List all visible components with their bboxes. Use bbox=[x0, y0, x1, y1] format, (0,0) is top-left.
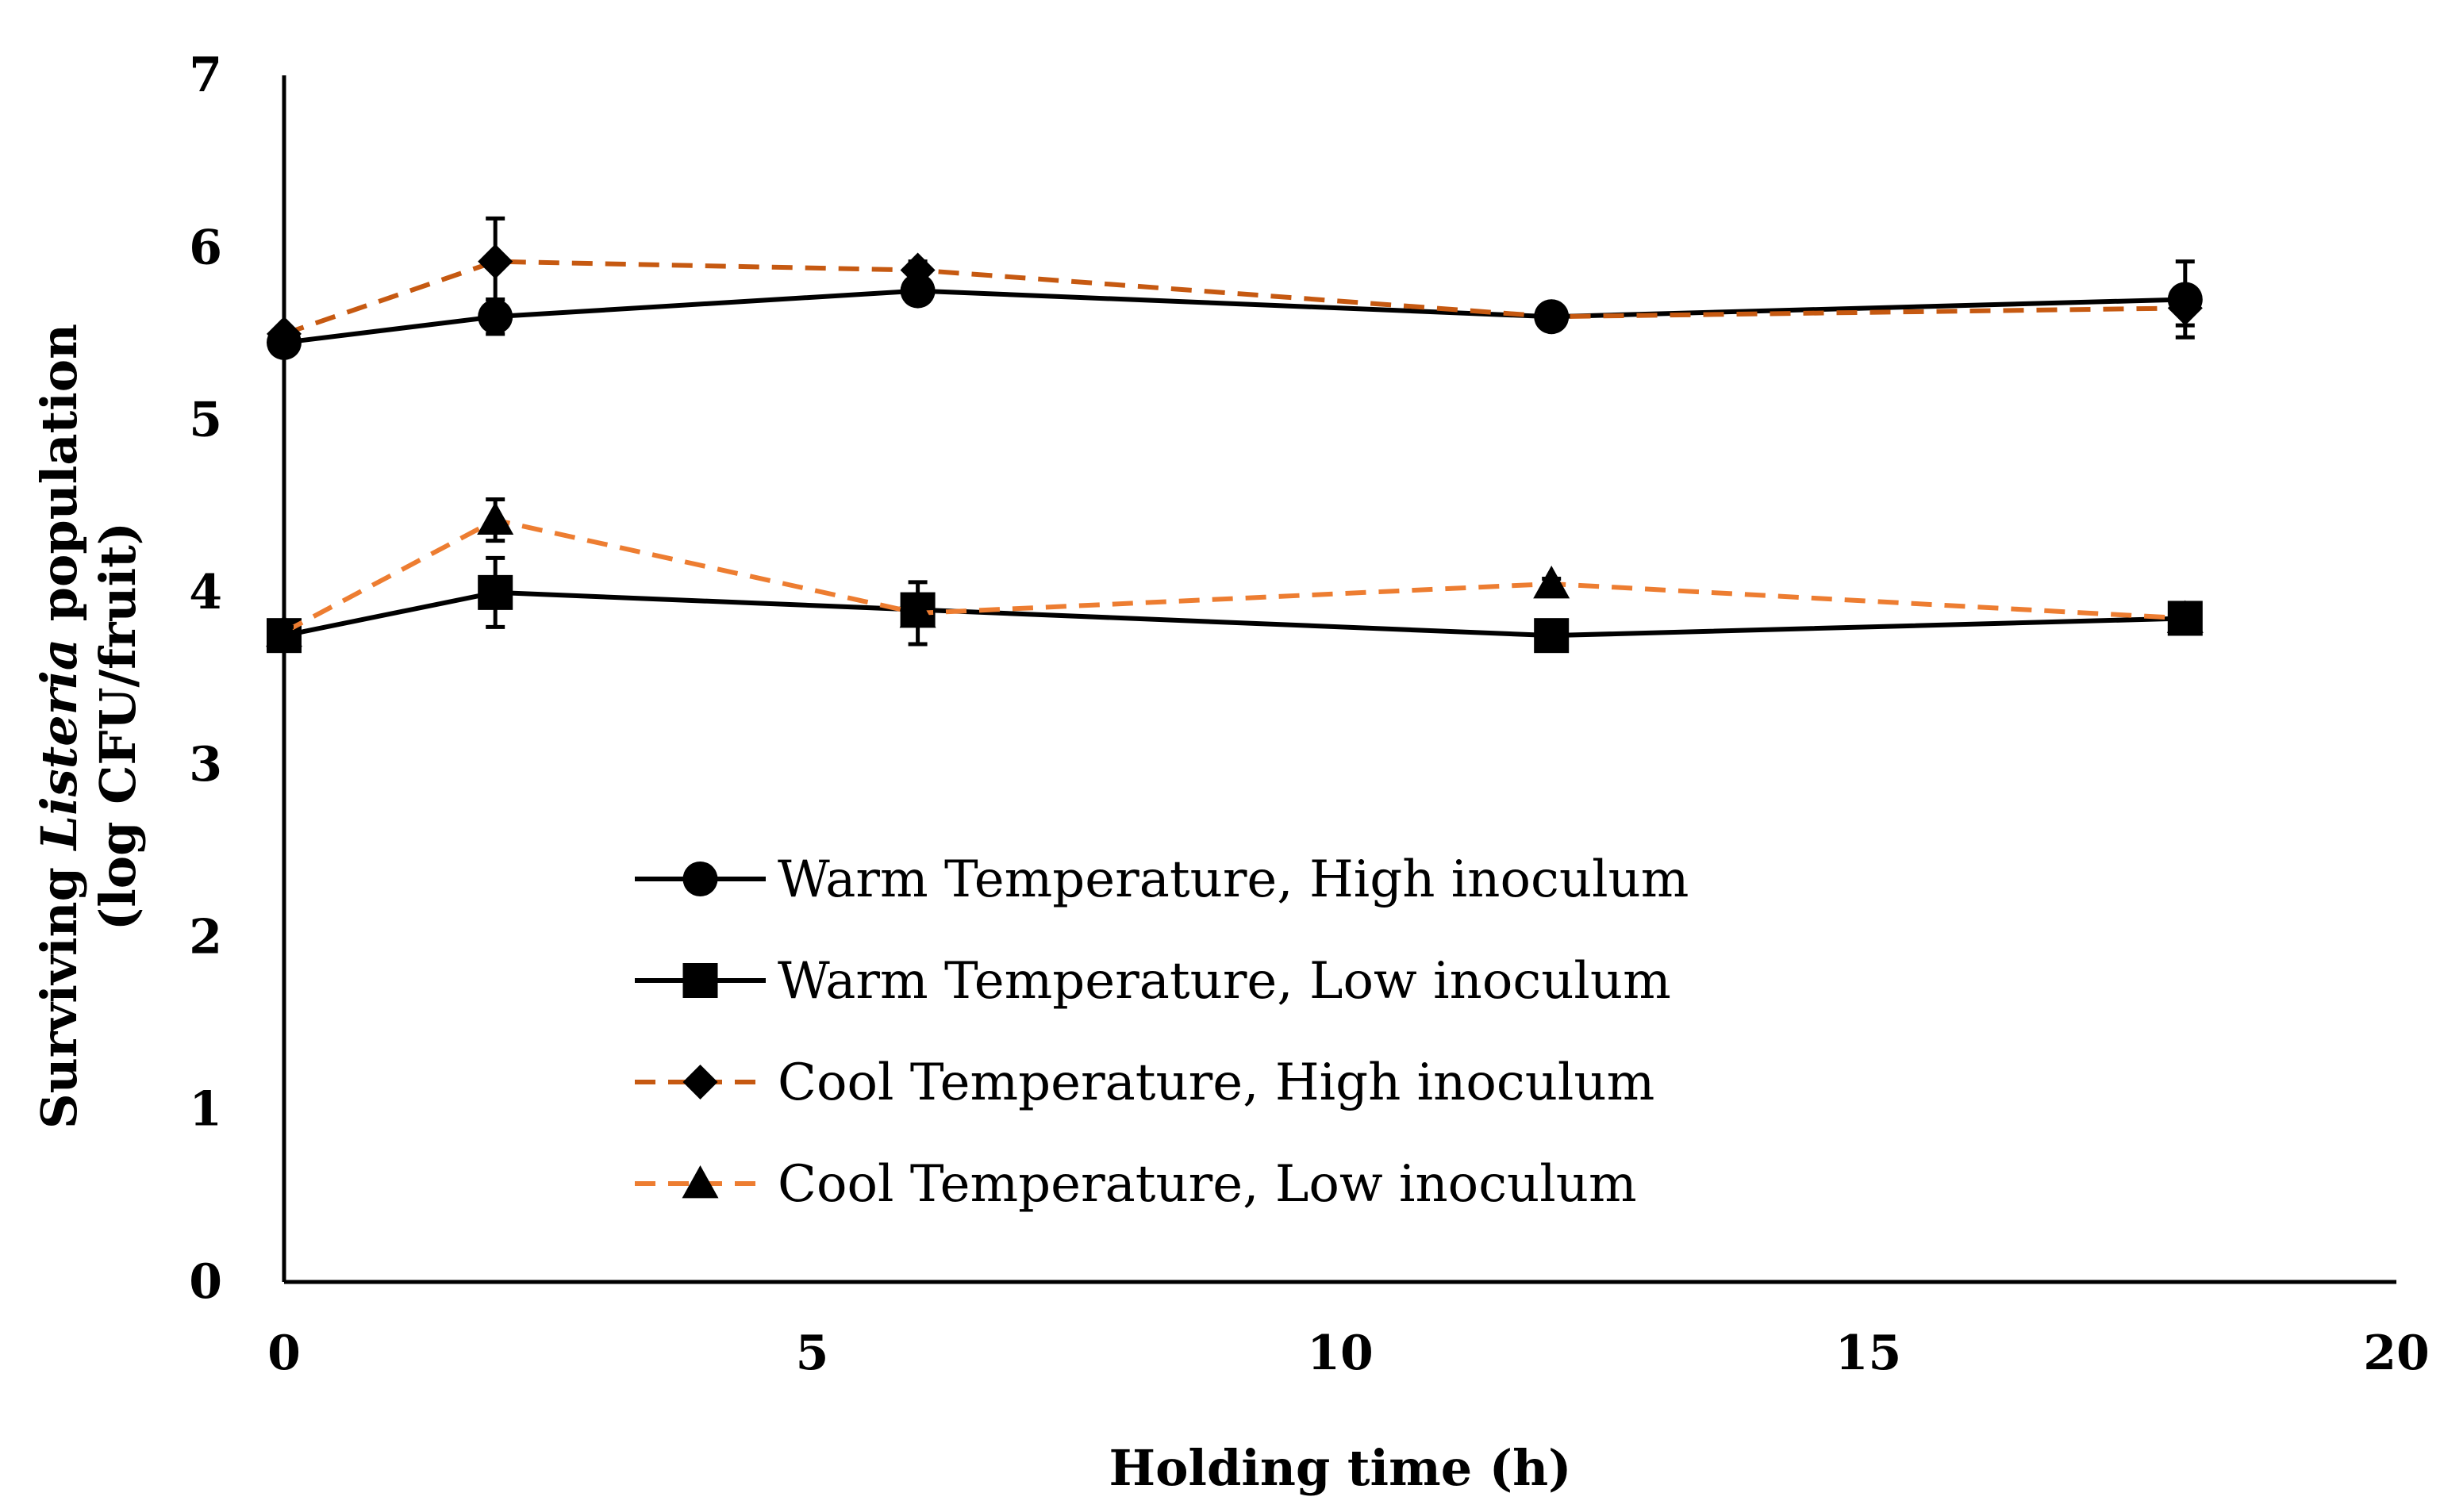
y-tick-label: 5 bbox=[189, 393, 222, 448]
series-line bbox=[282, 517, 2185, 635]
y-tick-label: 4 bbox=[189, 565, 222, 620]
legend-marker-diamond bbox=[682, 1065, 718, 1099]
data-point-triangle bbox=[1533, 565, 1570, 599]
data-point-triangle bbox=[266, 613, 302, 647]
data-point-diamond bbox=[2167, 290, 2203, 326]
legend-marker-triangle bbox=[682, 1165, 719, 1199]
legend-item: Cool Temperature, High inoculum bbox=[635, 1053, 1654, 1112]
legend-marker-circle bbox=[682, 862, 718, 896]
y-tick-label: 7 bbox=[189, 48, 222, 103]
axes bbox=[282, 75, 2396, 1284]
data-point-triangle bbox=[477, 501, 514, 535]
y-tick-label: 1 bbox=[189, 1082, 222, 1138]
series-diamond bbox=[267, 216, 2203, 351]
y-axis-title-line-1: Surviving Listeria population bbox=[30, 324, 88, 1129]
x-axis-title: Holding time (h) bbox=[1109, 1439, 1572, 1497]
y-tick-label: 0 bbox=[189, 1254, 222, 1310]
data-point-square bbox=[478, 574, 513, 610]
y-axis-title-suffix: population bbox=[30, 324, 88, 639]
series-line bbox=[283, 259, 2185, 336]
data-point-square bbox=[1534, 618, 1570, 654]
data-point-triangle bbox=[899, 594, 936, 628]
data-point-diamond bbox=[478, 244, 513, 279]
x-tick-label: 5 bbox=[796, 1326, 829, 1381]
axis-titles: Holding time (h) Surviving Listeria popu… bbox=[30, 324, 1571, 1497]
legend-item: Warm Temperature, High inoculum bbox=[635, 850, 1689, 909]
legend-marker-square bbox=[682, 963, 718, 998]
data-series bbox=[266, 216, 2204, 654]
y-tick-label: 2 bbox=[189, 909, 222, 965]
x-tick-label: 20 bbox=[2363, 1326, 2430, 1381]
legend-label: Cool Temperature, High inoculum bbox=[778, 1053, 1654, 1112]
y-axis-title-italic: Listeria bbox=[30, 639, 88, 852]
series-line bbox=[283, 589, 2185, 639]
legend-item: Cool Temperature, Low inoculum bbox=[635, 1155, 1637, 1214]
legend-label: Cool Temperature, Low inoculum bbox=[778, 1155, 1637, 1214]
data-point-triangle bbox=[2166, 600, 2204, 633]
tick-labels: 0 5 10 15 20 0 1 2 3 4 5 6 7 bbox=[189, 48, 2430, 1381]
x-tick-label: 15 bbox=[1835, 1326, 1902, 1381]
y-tick-label: 3 bbox=[189, 737, 222, 792]
y-tick-label: 6 bbox=[189, 220, 222, 275]
series-triangle bbox=[266, 497, 2204, 647]
data-point-diamond bbox=[1534, 299, 1570, 335]
data-point-diamond bbox=[267, 316, 302, 351]
y-axis-title-prefix: Surviving bbox=[30, 850, 88, 1129]
data-point-circle bbox=[478, 299, 513, 335]
data-point-circle bbox=[900, 273, 936, 309]
legend-label: Warm Temperature, High inoculum bbox=[778, 850, 1689, 909]
legend-item: Warm Temperature, Low inoculum bbox=[635, 952, 1671, 1011]
y-axis-title-line-2: (log CFU/fruit) bbox=[89, 522, 147, 931]
data-point-diamond bbox=[900, 252, 936, 288]
series-line bbox=[283, 288, 2185, 345]
x-tick-label: 10 bbox=[1307, 1326, 1374, 1381]
x-tick-label: 0 bbox=[267, 1326, 301, 1381]
legend: Warm Temperature, High inoculum Warm Temp… bbox=[635, 850, 1689, 1214]
legend-label: Warm Temperature, Low inoculum bbox=[778, 952, 1671, 1011]
